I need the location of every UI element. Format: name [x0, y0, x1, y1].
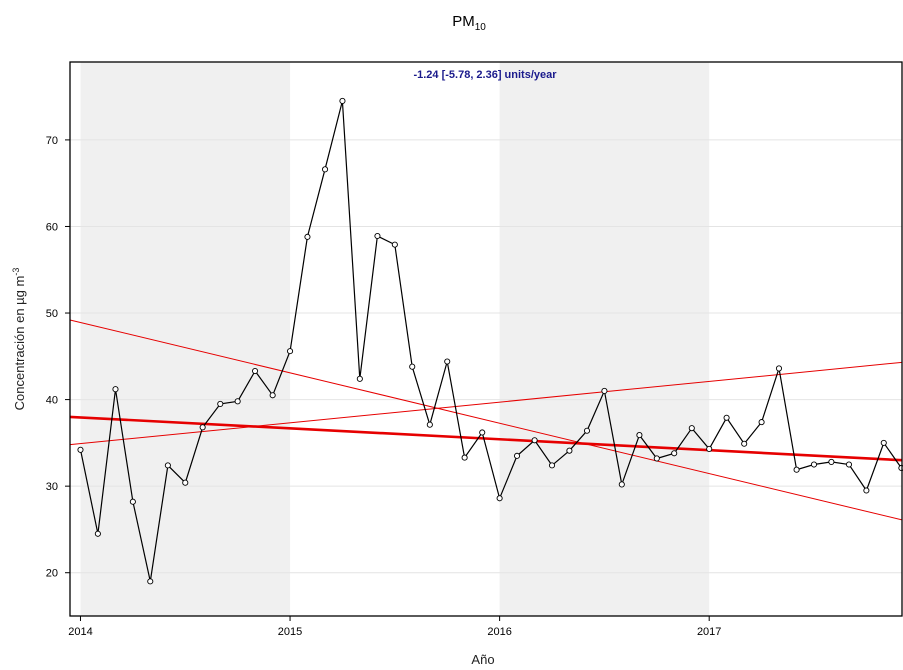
data-point: [391, 241, 398, 248]
series-line: [79, 100, 902, 582]
data-point: [671, 450, 678, 457]
year-shade-band: [80, 62, 291, 616]
data-point: [304, 233, 311, 240]
data-point: [618, 481, 625, 488]
data-point: [793, 466, 800, 473]
data-point: [880, 439, 887, 446]
data-point: [548, 462, 556, 469]
data-point: [147, 578, 154, 585]
data-point: [461, 454, 468, 461]
data-point: [741, 440, 748, 447]
data-point: [828, 458, 835, 465]
y-tick-label: 70: [46, 135, 58, 147]
data-point: [845, 461, 853, 468]
data-point: [199, 424, 206, 431]
x-tick-label: 2017: [697, 626, 721, 638]
trend-ci-lower-line: [69, 361, 903, 446]
data-point: [566, 447, 573, 454]
data-point: [164, 462, 171, 469]
data-point: [583, 427, 591, 434]
data-point: [688, 425, 695, 432]
data-point: [356, 375, 363, 382]
data-point: [444, 358, 451, 365]
x-tick-label: 2015: [278, 626, 302, 638]
trend-annotation: -1.24 [-5.78, 2.36] units/year: [413, 69, 557, 81]
year-shade-band: [499, 62, 710, 616]
data-point: [234, 398, 241, 405]
y-tick-label: 40: [46, 395, 58, 407]
data-point: [496, 495, 503, 502]
data-point: [636, 432, 643, 439]
y-tick-label: 50: [46, 308, 58, 320]
chart-title-subscript: 10: [475, 22, 487, 33]
data-point: [601, 387, 608, 394]
x-tick-label: 2016: [487, 626, 511, 638]
data-point: [723, 414, 730, 421]
chart-title: PM10: [452, 13, 486, 33]
y-tick-label: 20: [46, 568, 58, 580]
y-axis-label-superscript: -3: [11, 268, 21, 276]
data-point: [182, 479, 189, 486]
y-axis-label: Concentración en µg m-3: [11, 268, 27, 411]
data-point: [321, 166, 329, 173]
x-axis-label: Año: [471, 652, 494, 667]
data-point: [775, 365, 783, 372]
x-tick-label: 2014: [68, 626, 92, 638]
data-point: [863, 487, 870, 494]
trend-main-line: [69, 415, 903, 462]
data-point: [531, 437, 538, 444]
data-point: [77, 446, 84, 453]
data-point: [653, 455, 660, 462]
data-point: [513, 452, 521, 459]
data-point: [129, 498, 136, 505]
y-axis-label-main: Concentración en µg m: [12, 276, 27, 411]
data-point: [339, 97, 346, 105]
data-point: [426, 421, 433, 428]
data-point: [269, 392, 276, 399]
data-point: [479, 429, 486, 436]
data-point: [252, 367, 259, 375]
data-point: [287, 348, 294, 355]
data-point: [758, 419, 765, 426]
data-point: [706, 445, 713, 452]
chart-title-main: PM: [452, 13, 475, 30]
data-point: [94, 530, 101, 537]
data-point: [409, 363, 416, 370]
data-point: [217, 400, 224, 407]
y-tick-label: 30: [46, 481, 58, 493]
data-point: [374, 232, 381, 240]
data-point: [112, 386, 119, 393]
data-point: [810, 461, 818, 468]
trend-ci-upper-line: [69, 319, 903, 521]
y-tick-label: 60: [46, 221, 58, 233]
plot-frame: [69, 61, 903, 617]
